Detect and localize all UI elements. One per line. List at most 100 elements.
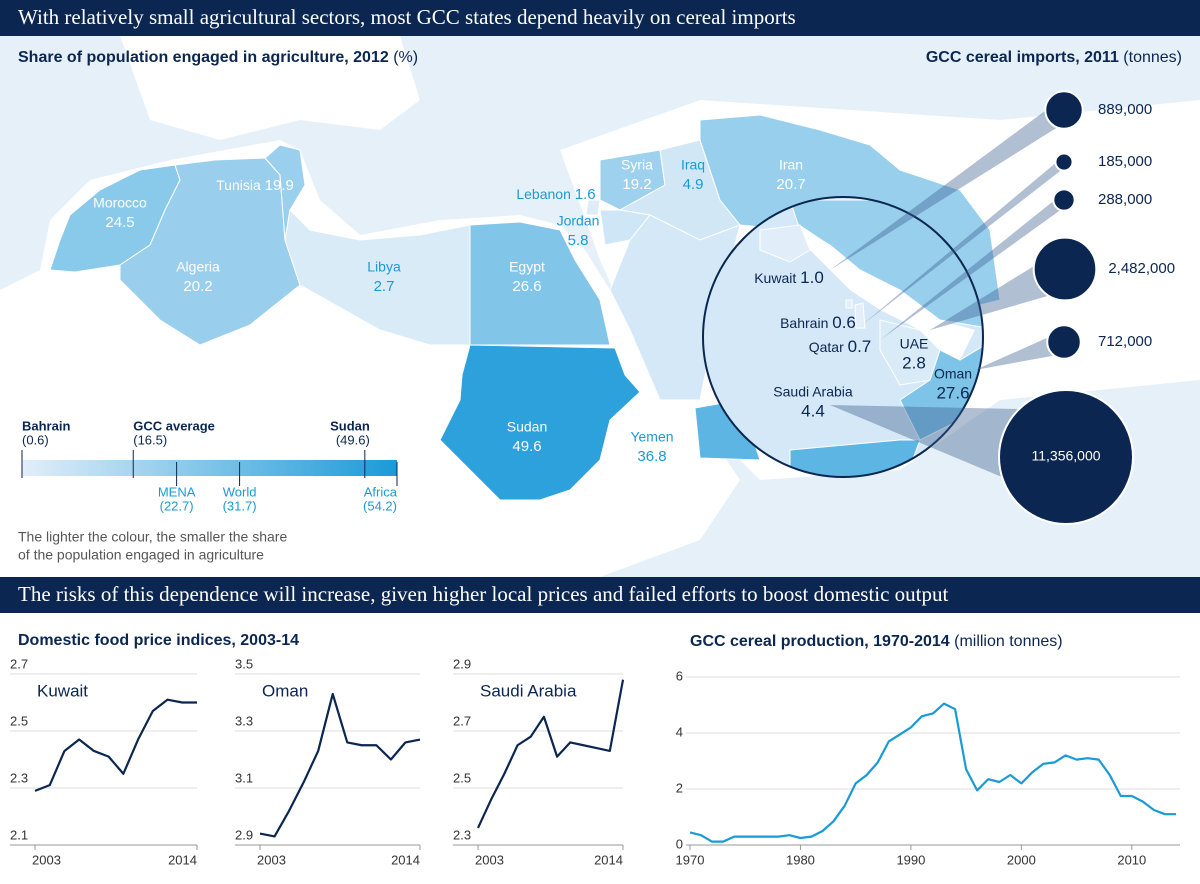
section-title: Domestic food price indices, 2003-14: [18, 632, 299, 649]
region-label: Kuwait 1.0: [754, 268, 824, 287]
region-name: Iraq: [681, 157, 705, 173]
y-tick-label: 3.3: [235, 713, 253, 728]
region-value: 2.8: [902, 353, 926, 372]
y-tick-label: 2.5: [10, 713, 28, 728]
region-value: 27.6: [936, 383, 969, 402]
region-value: 2.7: [374, 278, 395, 295]
scale-label: Sudan: [330, 418, 370, 433]
x-tick-label: 2014: [168, 852, 197, 867]
chart-title: GCC cereal imports, 2011 (tonnes): [926, 49, 1182, 66]
bubble-label: 889,000: [1098, 101, 1152, 118]
region-name: Algeria: [176, 259, 220, 275]
region-name: Sudan: [507, 419, 547, 435]
region-name: Kuwait: [754, 270, 796, 286]
x-tick-label: 2003: [475, 852, 504, 867]
title-text: GCC cereal imports, 2011: [926, 49, 1119, 66]
bubble-label: 288,000: [1098, 191, 1152, 208]
region-label: Lebanon 1.6: [516, 186, 595, 203]
y-tick-label: 2.3: [453, 827, 471, 842]
region-name: Tunisia: [216, 177, 261, 193]
scale-value: (31.7): [223, 498, 257, 513]
x-tick-label: 1990: [896, 852, 925, 867]
region: [759, 224, 811, 263]
connector: [880, 192, 1064, 340]
region-label: Bahrain 0.6: [780, 313, 856, 332]
region-value: 5.8: [568, 232, 589, 249]
banner-title: With relatively small agricultural secto…: [18, 5, 796, 29]
region: [585, 199, 601, 216]
bubble-label: 2,482,000: [1108, 260, 1175, 277]
series-name: Saudi Arabia: [480, 681, 577, 700]
region: [439, 344, 641, 501]
series-name: Kuwait: [37, 681, 88, 700]
line: [34, 698, 197, 792]
region-name: Syria: [621, 157, 653, 173]
bubble: [1046, 324, 1082, 360]
land: [120, 36, 420, 140]
x-tick-label: 2000: [1007, 852, 1036, 867]
x-tick-label: 1970: [676, 852, 705, 867]
bubble-label: 185,000: [1098, 153, 1152, 170]
series-name: Oman: [262, 681, 308, 700]
title-unit: (%): [393, 49, 418, 66]
scale-label: Bahrain: [22, 418, 70, 433]
region-name: Egypt: [509, 259, 545, 275]
region-name: Qatar: [809, 339, 844, 355]
scale-value: (49.6): [336, 432, 370, 447]
region-name: Lebanon: [516, 186, 571, 202]
line: [689, 702, 1176, 843]
banner: [0, 0, 1200, 36]
connector: [930, 247, 1065, 330]
y-tick-label: 0: [676, 836, 683, 851]
region-value: 49.6: [512, 438, 541, 455]
x-tick-label: 2014: [391, 852, 420, 867]
connector: [830, 96, 1064, 270]
bubble: [1032, 236, 1098, 302]
region-value: 36.8: [637, 448, 666, 465]
region-name: Saudi Arabia: [773, 384, 853, 400]
y-tick-label: 2.9: [453, 656, 471, 671]
bubble: [1052, 188, 1076, 212]
lens: [703, 197, 983, 477]
region-name: Morocco: [93, 195, 147, 211]
connector: [862, 156, 1064, 325]
title-unit: (tonnes): [1123, 49, 1182, 66]
region-name: UAE: [900, 336, 929, 352]
region-name: Oman: [934, 366, 972, 382]
x-tick-label: 2014: [594, 852, 623, 867]
region-label: Tunisia 19.9: [216, 177, 294, 194]
bubble-label: 712,000: [1098, 333, 1152, 350]
region-name: Iran: [779, 157, 803, 173]
region-name: Jordan: [557, 213, 600, 229]
region-name: Yemen: [630, 429, 673, 445]
chart-title: Share of population engaged in agricultu…: [18, 49, 418, 66]
scale-value: (22.7): [160, 498, 194, 513]
region-value: 1.0: [800, 268, 824, 287]
region-value: 26.6: [512, 278, 541, 295]
region-value: 1.6: [575, 186, 596, 203]
y-tick-label: 2.1: [10, 827, 28, 842]
y-tick-label: 2.5: [453, 770, 471, 785]
y-tick-label: 2.7: [10, 656, 28, 671]
color-scale: [22, 460, 397, 476]
y-tick-label: 2.7: [453, 713, 471, 728]
line: [477, 679, 625, 829]
region-label: Qatar 0.7: [809, 337, 872, 356]
region-value: 0.7: [848, 337, 872, 356]
region-name: Libya: [367, 259, 401, 275]
region-value: 20.7: [776, 176, 805, 193]
bubble: [1044, 90, 1084, 130]
note: of the population engaged in agriculture: [18, 547, 264, 563]
scale-label: MENA: [158, 484, 196, 499]
map: [49, 114, 1001, 501]
region-value: 19.2: [622, 176, 651, 193]
scale-label: World: [223, 484, 257, 499]
x-tick-label: 1980: [786, 852, 815, 867]
y-tick-label: 2: [676, 780, 683, 795]
banner: [0, 577, 1200, 613]
chart-title: GCC cereal production, 1970-2014 (millio…: [690, 633, 1063, 650]
region-value: 20.2: [183, 278, 212, 295]
scale-value: (0.6): [22, 432, 49, 447]
bubble-label: 11,356,000: [1031, 448, 1100, 464]
